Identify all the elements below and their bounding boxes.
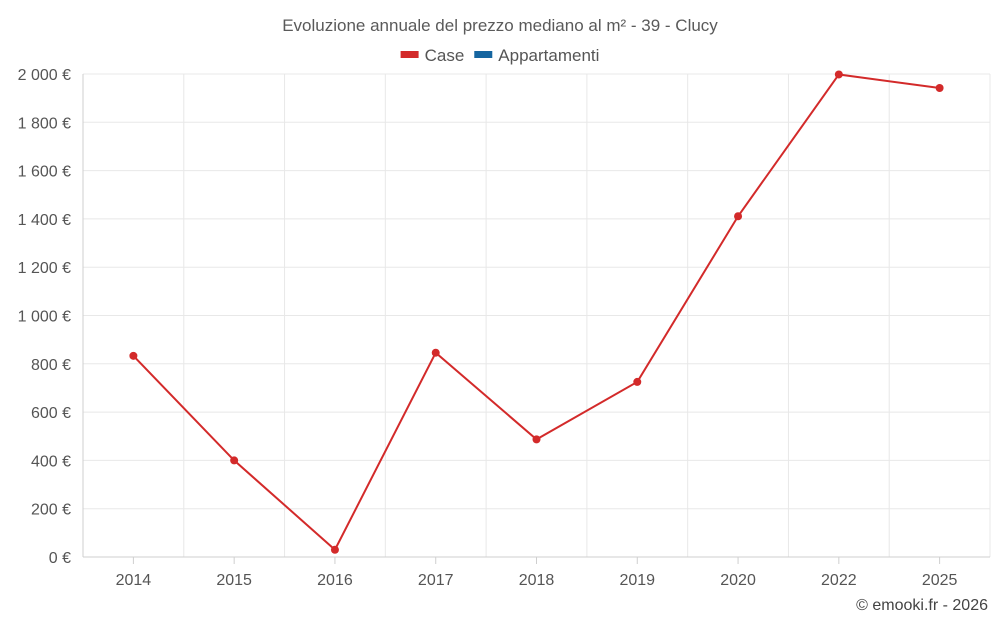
y-tick-label: 2 000 € [18,67,71,84]
y-axis: 0 € 200 € 400 € 600 € 800 € 1 000 € 1 200 € 1 4… [18,67,84,567]
y-tick-label: 200 € [31,502,71,519]
series-line-case [132,73,940,552]
legend: Case Appartamenti [400,46,599,65]
legend-item-appartamenti[interactable]: Appartamenti [474,46,599,65]
legend-swatch [474,51,493,58]
x-tick-label: 2025 [922,572,958,589]
y-tick-label: 1 400 € [18,212,71,229]
y-tick-label: 800 € [31,357,71,374]
data-point[interactable] [935,84,944,93]
x-tick-label: 2016 [317,572,353,589]
data-point[interactable] [230,456,239,465]
x-tick-label: 2018 [519,572,555,589]
data-point[interactable] [431,348,440,357]
legend-label: Appartamenti [498,46,599,65]
series-layer [129,70,944,554]
legend-swatch [400,51,419,58]
grid [82,73,991,557]
y-tick-label: 1 800 € [18,115,71,132]
chart-title: Evoluzione annuale del prezzo mediano al… [282,16,718,35]
y-tick-label: 1 200 € [18,260,71,277]
y-tick-label: 600 € [31,405,71,422]
x-tick-label: 2020 [720,572,756,589]
y-tick-label: 1 600 € [18,164,71,181]
y-tick-label: 1 000 € [18,309,71,326]
x-tick-label: 2022 [821,572,857,589]
credit-text: © emooki.fr - 2026 [856,597,988,614]
data-point[interactable] [330,545,339,554]
y-tick-label: 0 € [49,550,71,567]
x-tick-label: 2015 [216,572,252,589]
legend-item-case[interactable]: Case [400,46,465,65]
data-point[interactable] [633,377,642,386]
data-point[interactable] [129,351,138,360]
legend-label: Case [425,46,465,65]
data-point[interactable] [532,435,541,444]
data-point[interactable] [734,212,743,221]
x-axis: 2014 2015 2016 2017 2018 2019 2020 2022 2025 [83,556,990,589]
x-tick-label: 2014 [116,572,152,589]
y-tick-label: 400 € [31,453,71,470]
data-point[interactable] [834,70,843,79]
x-tick-label: 2019 [619,572,655,589]
x-tick-label: 2017 [418,572,454,589]
